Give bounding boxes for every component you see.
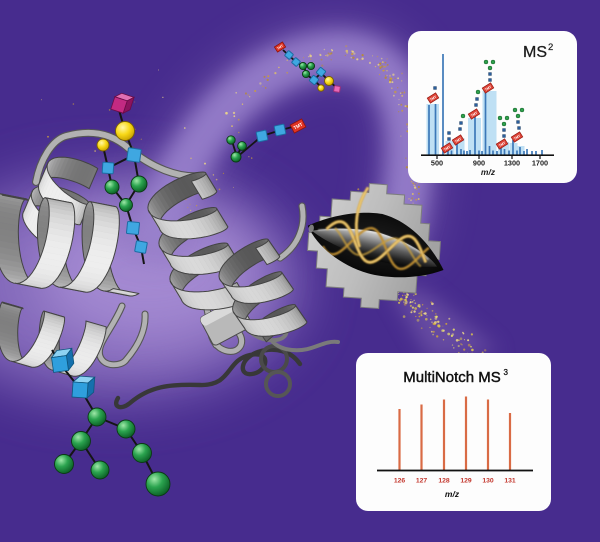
svg-text:TMT: TMT xyxy=(293,122,304,131)
svg-text:m/z: m/z xyxy=(481,167,496,177)
svg-text:127: 127 xyxy=(416,478,428,485)
svg-text:MultiNotch MS: MultiNotch MS xyxy=(403,369,501,386)
svg-text:TMT: TMT xyxy=(454,136,463,144)
svg-text:TMT: TMT xyxy=(429,94,438,102)
svg-text:900: 900 xyxy=(473,159,485,168)
svg-text:MS: MS xyxy=(523,44,547,61)
svg-text:TMT: TMT xyxy=(470,110,479,118)
svg-text:TMT: TMT xyxy=(443,144,452,152)
svg-text:2: 2 xyxy=(548,42,553,53)
svg-text:m/z: m/z xyxy=(445,489,460,499)
svg-text:1300: 1300 xyxy=(504,159,520,168)
svg-text:131: 131 xyxy=(504,478,516,485)
svg-text:3: 3 xyxy=(504,368,509,377)
svg-text:TMT: TMT xyxy=(276,44,284,51)
svg-text:130: 130 xyxy=(482,478,494,485)
svg-text:500: 500 xyxy=(431,159,443,168)
svg-text:128: 128 xyxy=(438,478,450,485)
svg-text:TMT: TMT xyxy=(498,140,507,148)
svg-text:TMT: TMT xyxy=(513,133,522,141)
svg-text:129: 129 xyxy=(460,478,472,485)
svg-text:TMT: TMT xyxy=(484,84,493,92)
svg-text:1700: 1700 xyxy=(532,159,548,168)
svg-text:126: 126 xyxy=(394,478,406,485)
